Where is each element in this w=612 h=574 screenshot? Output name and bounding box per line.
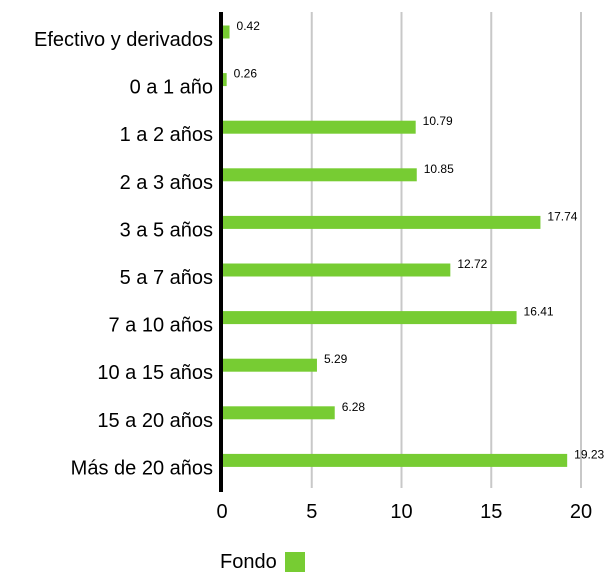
category-label: 1 a 2 años <box>120 124 213 146</box>
data-label: 16.41 <box>524 305 554 319</box>
x-tick-label: 5 <box>306 501 317 523</box>
category-label: 7 a 10 años <box>108 315 213 337</box>
category-label: 10 a 15 años <box>97 362 213 384</box>
data-label: 5.29 <box>324 352 348 366</box>
bar <box>222 358 317 372</box>
data-label: 19.23 <box>574 447 604 461</box>
bar <box>222 453 568 467</box>
category-label: Efectivo y derivados <box>34 29 213 51</box>
x-tick-label: 20 <box>570 501 592 523</box>
grid-lines <box>310 12 582 488</box>
bar-chart: 0.42 0.26 10.79 10.85 17.74 12.72 16.41 5.29 6.2… <box>34 12 605 523</box>
legend: Fondo <box>220 550 305 574</box>
category-labels: Efectivo y derivados 0 a 1 año 1 a 2 años 2… <box>34 29 213 479</box>
data-label: 0.26 <box>234 67 258 81</box>
bar <box>222 311 517 325</box>
data-label: 6.28 <box>342 400 366 414</box>
bar <box>222 263 451 277</box>
bar <box>222 120 416 134</box>
x-tick-label: 10 <box>390 501 412 523</box>
legend-swatch <box>284 552 305 572</box>
category-label: 3 a 5 años <box>120 219 213 241</box>
data-labels: 0.42 0.26 10.79 10.85 17.74 12.72 16.41 5.29 6.2… <box>234 19 605 461</box>
bar <box>222 406 335 420</box>
bar <box>222 215 541 229</box>
data-label: 0.42 <box>237 19 261 33</box>
category-label: 2 a 3 años <box>120 172 213 194</box>
x-tick-labels: 0 5 10 15 20 <box>216 501 592 523</box>
bars <box>222 25 568 467</box>
category-label: 0 a 1 año <box>130 77 213 99</box>
category-label: Más de 20 años <box>71 457 213 479</box>
data-label: 10.85 <box>424 162 454 176</box>
x-tick-label: 0 <box>216 501 227 523</box>
legend-label: Fondo <box>220 551 277 573</box>
data-label: 10.79 <box>423 114 453 128</box>
bar <box>222 168 417 182</box>
bar <box>222 73 227 87</box>
data-label: 12.72 <box>457 257 487 271</box>
category-label: 5 a 7 años <box>120 267 213 289</box>
x-tick-label: 15 <box>480 501 502 523</box>
bar <box>222 25 230 39</box>
data-label: 17.74 <box>547 209 577 223</box>
category-label: 15 a 20 años <box>97 410 213 432</box>
